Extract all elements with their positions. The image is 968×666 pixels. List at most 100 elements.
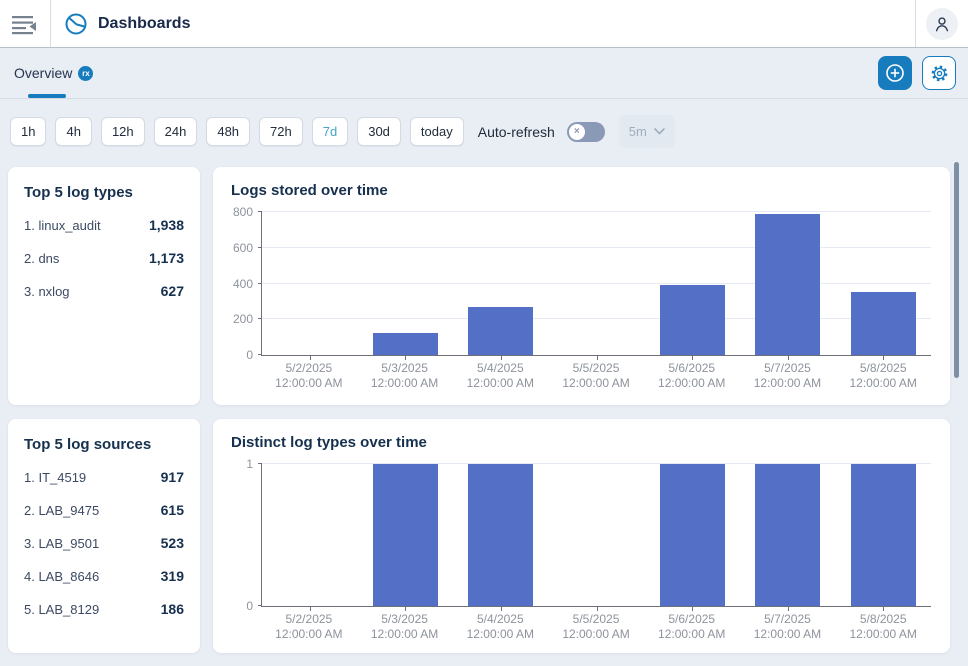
tab-overview[interactable]: Overview rx [12, 48, 99, 98]
x-axis-tick [787, 356, 789, 360]
x-axis-label: 5/6/2025 12:00:00 AM [658, 612, 726, 641]
y-axis-label: 800 [232, 205, 253, 219]
user-menu-button[interactable] [926, 7, 958, 40]
x-axis-tick [309, 607, 311, 611]
list-item-value: 523 [160, 535, 184, 551]
time-range-button-24h[interactable]: 24h [153, 117, 198, 146]
time-range-button-today[interactable]: today [409, 117, 464, 146]
auto-refresh-toggle[interactable]: × [566, 121, 605, 142]
y-axis-label: 400 [232, 276, 253, 291]
list-item-label: 1. IT_4519 [24, 469, 87, 485]
y-axis-tick [258, 463, 262, 464]
x-axis-tick [500, 356, 502, 360]
dashboard-tabbar: Overview rx [0, 48, 968, 99]
toggle-off-icon: × [568, 123, 585, 140]
x-axis-tick [596, 607, 598, 611]
sidebar-collapse-icon [12, 15, 36, 34]
x-axis-label: 5/6/2025 12:00:00 AM [658, 361, 726, 390]
y-axis-tick [258, 246, 262, 248]
list-item-label: 5. LAB_8129 [24, 601, 100, 617]
time-range-button-1h[interactable]: 1h [10, 117, 47, 146]
bar-5/4/2025[interactable] [468, 464, 534, 606]
x-axis-label: 5/8/2025 12:00:00 AM [849, 612, 917, 641]
list-item-value: 615 [160, 502, 184, 518]
chart-title: Distinct log types over time [231, 434, 427, 451]
bar-5/4/2025[interactable] [468, 306, 534, 355]
user-icon [935, 16, 949, 31]
chevron-down-icon [654, 128, 665, 135]
x-axis-tick [692, 607, 694, 611]
add-dashboard-button[interactable] [878, 56, 912, 90]
card-title: Top 5 log types [24, 184, 133, 201]
dashboard-settings-button[interactable] [922, 56, 956, 90]
plot-area: 0 200 400 600 800 [233, 205, 931, 362]
grid-line [262, 246, 931, 248]
refresh-interval-select[interactable]: 5m [618, 115, 675, 148]
x-axis-label: 5/7/2025 12:00:00 AM [753, 612, 822, 641]
y-axis-label: 1 [246, 457, 253, 471]
chart-title: Logs stored over time [231, 182, 388, 199]
list-item-value: 319 [160, 568, 184, 584]
list-item: 1. linux_audit 1,938 [24, 208, 184, 241]
list-item-label: 2. dns [24, 250, 60, 266]
y-axis-label: 200 [232, 312, 253, 327]
bar-5/8/2025[interactable] [850, 291, 916, 355]
logs-stored-chart: 0 200 400 600 800 5/2/2025 12:00:00 AM 5/3/202… [231, 205, 934, 391]
bar-5/7/2025[interactable] [755, 213, 821, 355]
y-axis-tick [258, 318, 262, 320]
y-axis-label: 600 [232, 240, 253, 255]
header-divider [50, 0, 51, 47]
list-item-label: 3. nxlog [24, 283, 70, 299]
grid-line [262, 463, 931, 464]
list-item-label: 1. linux_audit [24, 217, 101, 233]
top-log-sources-list: 1. IT_4519 917 2. LAB_9475 615 3. LAB_9501 52… [24, 460, 184, 625]
x-axis-tick [405, 356, 407, 360]
x-axis-labels: 5/2/2025 12:00:00 AM 5/3/2025 12:00:00 AM 5/… [261, 612, 931, 642]
logs-stored-chart-card: Logs stored over time 0 200 400 600 800 5/2/… [213, 167, 950, 405]
time-range-button-72h[interactable]: 72h [259, 117, 303, 146]
app-header: Dashboards [0, 0, 968, 48]
card-title: Top 5 log sources [24, 436, 152, 453]
dashboards-logo-icon [65, 13, 87, 34]
active-tab-underline [28, 94, 66, 98]
list-item: 5. LAB_8129 186 [24, 592, 184, 625]
tab-overview-label: Overview [14, 65, 73, 81]
y-axis-label: 0 [246, 348, 253, 362]
x-axis-label: 5/4/2025 12:00:00 AM [466, 612, 534, 641]
grid-line [262, 282, 931, 284]
sidebar-collapse-button[interactable] [0, 0, 50, 47]
bar-5/8/2025[interactable] [850, 464, 916, 606]
list-item-value: 1,173 [148, 250, 184, 266]
list-item: 4. LAB_8646 319 [24, 559, 184, 592]
time-range-button-4h[interactable]: 4h [55, 117, 92, 146]
time-range-button-7d[interactable]: 7d [311, 117, 349, 146]
vertical-scrollbar[interactable] [954, 162, 959, 378]
list-item: 2. dns 1,173 [24, 241, 184, 274]
list-item: 2. LAB_9475 615 [24, 493, 184, 526]
time-range-button-30d[interactable]: 30d [357, 117, 401, 146]
x-axis-tick [883, 607, 885, 611]
refresh-interval-value: 5m [628, 124, 647, 139]
bar-5/6/2025[interactable] [659, 285, 725, 355]
list-item-label: 2. LAB_9475 [24, 502, 100, 518]
bar-5/3/2025[interactable] [372, 332, 438, 355]
bar-5/6/2025[interactable] [659, 464, 725, 606]
top-log-sources-card: Top 5 log sources 1. IT_4519 917 2. LAB_94… [8, 419, 200, 653]
bar-5/3/2025[interactable] [372, 464, 438, 606]
bar-5/7/2025[interactable] [755, 464, 821, 606]
header-divider-right [915, 0, 916, 47]
x-axis-label: 5/2/2025 12:00:00 AM [275, 361, 343, 390]
list-item-value: 917 [160, 469, 184, 485]
time-range-button-48h[interactable]: 48h [206, 117, 251, 146]
x-axis-tick [692, 356, 694, 360]
list-item-label: 3. LAB_9501 [24, 535, 100, 551]
y-axis-tick [258, 605, 262, 606]
x-axis-tick [309, 356, 311, 360]
time-range-button-12h[interactable]: 12h [100, 117, 145, 146]
list-item: 1. IT_4519 917 [24, 460, 184, 493]
x-axis-tick [596, 356, 598, 360]
x-axis-tick [787, 607, 789, 611]
